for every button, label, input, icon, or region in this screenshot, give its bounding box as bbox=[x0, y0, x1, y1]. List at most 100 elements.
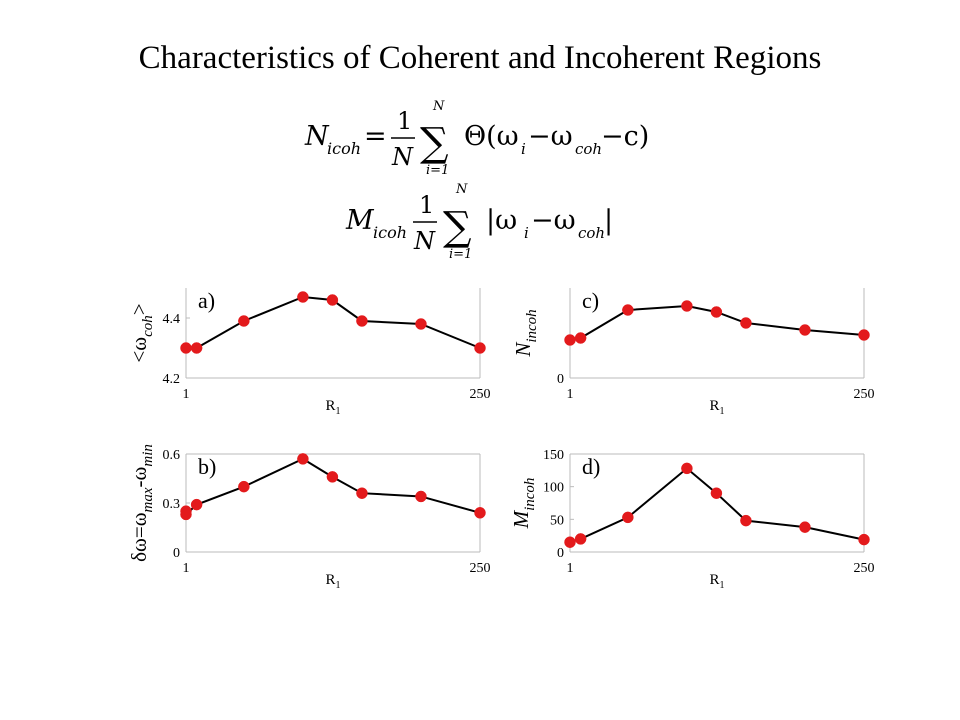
y-axis-label-end-b: -ω bbox=[127, 467, 151, 488]
data-point-d-7 bbox=[858, 533, 870, 546]
data-point-d-1 bbox=[574, 533, 587, 545]
panel-label-c: c) bbox=[582, 288, 599, 313]
data-point-c-0 bbox=[564, 334, 576, 346]
formula-n-body: Θ(ω bbox=[464, 121, 519, 152]
x-axis-label-main-b: R bbox=[325, 572, 335, 588]
y-tick-label-a-1: 4.4 bbox=[163, 312, 181, 327]
formula-n-lhs: N bbox=[304, 121, 330, 152]
panel-label-b: b) bbox=[198, 454, 216, 479]
x-axis-label-main-d: R bbox=[709, 572, 719, 588]
formula-n-body-end: −c) bbox=[601, 121, 649, 152]
data-point-d-4 bbox=[710, 487, 723, 499]
chart-panel-a: 4.2 4.4 1 250 R1 <ωcoh> a) bbox=[127, 288, 491, 417]
y-tick-label-d-1: 50 bbox=[550, 513, 564, 528]
x-axis-label-a: R1 bbox=[325, 398, 340, 417]
formula-m-sum-top: N bbox=[455, 182, 468, 197]
data-point-a-7 bbox=[474, 342, 486, 354]
x-axis-label-sub-c: 1 bbox=[720, 406, 725, 417]
y-axis-label-c: Nincoh bbox=[511, 309, 540, 357]
formula-n-equals: = bbox=[364, 121, 387, 152]
series-line-d bbox=[569, 467, 865, 544]
y-axis-label-a: <ωcoh> bbox=[127, 303, 156, 362]
data-point-a-5 bbox=[356, 315, 368, 327]
series-line-c bbox=[569, 304, 865, 341]
formula-m-frac-num: 1 bbox=[419, 191, 434, 219]
x-tick-label-c-0: 1 bbox=[567, 387, 574, 402]
formula-m-lhs: M bbox=[345, 205, 375, 236]
x-axis-label-sub-d: 1 bbox=[720, 580, 725, 591]
data-point-d-2 bbox=[622, 511, 634, 524]
formula-m-body-mid: −ω bbox=[531, 205, 576, 236]
data-point-b-8 bbox=[474, 507, 486, 519]
formula-n-incoh: N icoh = 1 N N ∑ i=1 Θ(ω i −ω coh −c) bbox=[304, 99, 649, 178]
data-point-a-4 bbox=[326, 294, 339, 306]
formula-n-body-sub-coh: coh bbox=[575, 140, 602, 158]
series-line-b bbox=[185, 457, 481, 517]
x-tick-label-b-1: 250 bbox=[470, 561, 491, 576]
x-tick-label-c-1: 250 bbox=[854, 387, 875, 402]
data-point-a-3 bbox=[297, 291, 309, 303]
formula-n-body-mid: −ω bbox=[528, 121, 573, 152]
y-tick-label-b-2: 0.6 bbox=[163, 448, 181, 463]
x-axis-label-d: R1 bbox=[709, 572, 724, 591]
formula-m-body-sub-coh: coh bbox=[578, 224, 605, 242]
formula-m-incoh: M icoh 1 N N ∑ i=1 |ω i −ω coh | bbox=[345, 182, 613, 262]
data-point-d-5 bbox=[740, 514, 752, 527]
panel-label-a: a) bbox=[198, 288, 215, 313]
x-tick-label-a-1: 250 bbox=[470, 387, 491, 402]
formula-m-frac-den: N bbox=[413, 227, 436, 255]
formula-m-lhs-sub: icoh bbox=[373, 223, 407, 242]
data-point-a-0 bbox=[180, 342, 192, 354]
x-axis-label-sub-a: 1 bbox=[336, 406, 341, 417]
series-line-a bbox=[186, 295, 481, 349]
data-point-a-6 bbox=[415, 318, 427, 330]
data-point-b-4 bbox=[297, 453, 309, 465]
data-point-b-6 bbox=[356, 487, 368, 499]
formula-m-body-end: | bbox=[604, 205, 613, 236]
x-tick-label-a-0: 1 bbox=[183, 387, 190, 402]
y-axis-label-main-b: δω=ω bbox=[127, 512, 151, 561]
y-tick-label-d-3: 150 bbox=[543, 448, 564, 463]
y-axis-label-sub-a: coh bbox=[140, 315, 156, 337]
data-point-b-7 bbox=[415, 490, 427, 503]
y-tick-label-c-0: 0 bbox=[557, 372, 564, 387]
y-tick-label-d-2: 100 bbox=[543, 481, 564, 496]
formula-block: N icoh = 1 N N ∑ i=1 Θ(ω i −ω coh −c) M … bbox=[304, 99, 649, 262]
y-axis-label-b: δω=ωmax-ωmin bbox=[127, 444, 156, 562]
y-tick-label-a-0: 4.2 bbox=[163, 372, 181, 387]
data-point-d-6 bbox=[799, 521, 811, 533]
y-tick-label-d-0: 0 bbox=[557, 546, 564, 561]
formula-n-sum-bottom: i=1 bbox=[426, 163, 449, 178]
x-axis-label-b: R1 bbox=[325, 572, 340, 591]
data-point-c-5 bbox=[740, 317, 752, 329]
formula-m-body-sub-i: i bbox=[524, 224, 529, 242]
formula-m-sum-sign: ∑ bbox=[443, 204, 472, 250]
x-tick-label-d-1: 250 bbox=[854, 561, 875, 576]
formula-n-lhs-sub: icoh bbox=[327, 139, 361, 158]
y-tick-label-b-0: 0 bbox=[173, 546, 180, 561]
y-axis-label-end-a: > bbox=[127, 303, 151, 315]
data-point-c-3 bbox=[681, 300, 693, 312]
x-axis-label-c: R1 bbox=[709, 398, 724, 417]
data-point-b-5 bbox=[326, 471, 339, 483]
data-point-d-3 bbox=[681, 462, 693, 475]
formula-n-body-sub-i: i bbox=[521, 140, 526, 158]
y-axis-label-main-d: M bbox=[509, 509, 533, 529]
data-point-b-3 bbox=[238, 480, 250, 493]
data-point-b-1 bbox=[180, 508, 192, 521]
data-point-a-2 bbox=[238, 315, 250, 327]
slide-title: Characteristics of Coherent and Incohere… bbox=[138, 40, 822, 76]
data-point-c-7 bbox=[858, 329, 870, 341]
formula-n-sum-sign: ∑ bbox=[420, 120, 449, 166]
formula-n-frac-den: N bbox=[391, 143, 414, 171]
data-point-c-4 bbox=[710, 306, 723, 318]
y-axis-label-sub-d: incoh bbox=[522, 478, 538, 511]
data-point-c-2 bbox=[622, 304, 634, 316]
data-point-a-1 bbox=[190, 342, 203, 354]
formula-m-sum-bottom: i=1 bbox=[449, 247, 472, 262]
formula-n-frac-num: 1 bbox=[397, 107, 412, 135]
